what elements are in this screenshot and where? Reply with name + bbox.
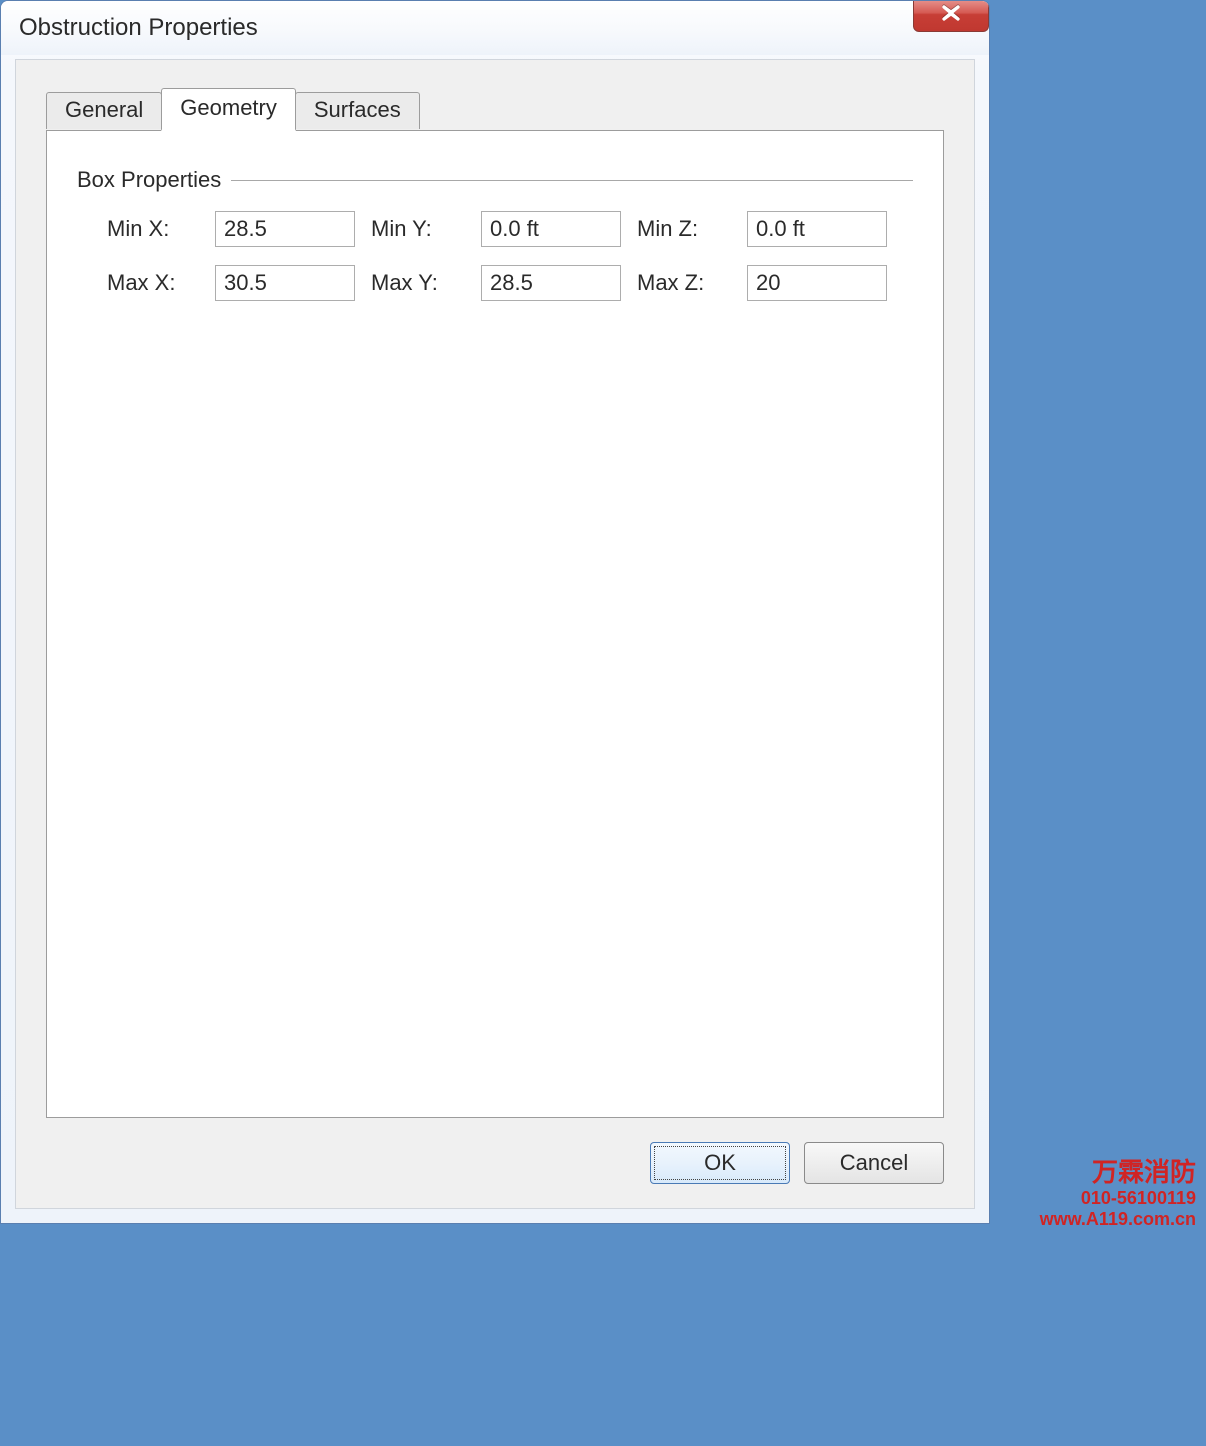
min-y-input[interactable] [481,211,621,247]
fieldset-header: Box Properties [77,167,913,193]
inner-panel: General Geometry Surfaces Box Properties… [15,59,975,1209]
max-z-label: Max Z: [637,270,731,296]
titlebar[interactable]: Obstruction Properties [1,1,989,55]
watermark-line1: 万霖消防 [1040,1157,1196,1188]
box-properties-label: Box Properties [77,167,221,193]
fieldset-divider [231,180,913,181]
tabs: General Geometry Surfaces [46,88,419,129]
watermark-line3: www.A119.com.cn [1040,1209,1196,1231]
min-x-input[interactable] [215,211,355,247]
dialog-window: Obstruction Properties General Geometry … [0,0,990,1224]
watermark-line2: 010-56100119 [1040,1188,1196,1210]
close-icon [940,3,962,27]
min-x-label: Min X: [107,216,199,242]
max-x-label: Max X: [107,270,199,296]
min-y-label: Min Y: [371,216,465,242]
max-y-label: Max Y: [371,270,465,296]
tab-content-geometry: Box Properties Min X: Min Y: Min Z: Max … [46,130,944,1118]
tab-general[interactable]: General [46,92,162,129]
max-y-input[interactable] [481,265,621,301]
box-properties-grid: Min X: Min Y: Min Z: Max X: Max Y: Max Z… [107,211,913,301]
max-x-input[interactable] [215,265,355,301]
close-button[interactable] [913,0,989,32]
watermark: 万霖消防 010-56100119 www.A119.com.cn [1040,1157,1196,1231]
ok-button[interactable]: OK [650,1142,790,1184]
min-z-input[interactable] [747,211,887,247]
max-z-input[interactable] [747,265,887,301]
min-z-label: Min Z: [637,216,731,242]
button-bar: OK Cancel [650,1142,944,1184]
tab-surfaces[interactable]: Surfaces [295,92,420,129]
cancel-button[interactable]: Cancel [804,1142,944,1184]
tab-geometry[interactable]: Geometry [161,88,296,131]
window-title: Obstruction Properties [19,14,258,42]
